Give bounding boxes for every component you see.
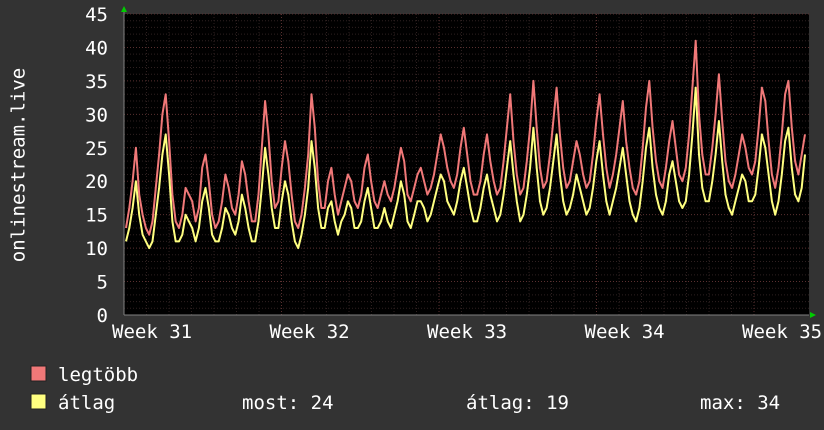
y-tick-label: 30 <box>85 104 108 126</box>
series-line-legtobb <box>125 39 806 236</box>
x-tick-labels: Week 31 Week 32 Week 33 Week 34 Week 35 <box>112 321 822 343</box>
y-tick-label: 40 <box>85 37 108 59</box>
stat-most: most: 24 <box>242 392 334 414</box>
x-tick-label: Week 34 <box>585 321 665 343</box>
legend-label-legtobb: legtöbb <box>58 364 138 386</box>
y-tick-label: 10 <box>85 238 108 260</box>
y-tick-label: 20 <box>85 171 108 193</box>
x-tick-label: Week 33 <box>427 321 507 343</box>
legend-label-atlag: átlag <box>58 392 115 414</box>
y-tick-label: 25 <box>85 138 108 160</box>
legend-swatch-legtobb <box>30 365 47 382</box>
y-tick-label: 15 <box>85 205 108 227</box>
x-tick-label: Week 32 <box>270 321 350 343</box>
y-axis-label: onlinestream.live <box>8 68 30 262</box>
stat-atlag: átlag: 19 <box>466 392 569 414</box>
y-tick-labels: 0 5 10 15 20 25 30 35 40 45 <box>85 4 108 327</box>
y-tick-label: 5 <box>97 272 108 294</box>
x-axis-arrow-icon <box>810 312 816 318</box>
plot-area <box>124 14 809 315</box>
y-tick-label: 35 <box>85 71 108 93</box>
x-tick-label: Week 35 <box>742 321 822 343</box>
y-axis-arrow-icon <box>121 6 127 12</box>
series-layer <box>125 39 806 250</box>
axes <box>121 6 816 318</box>
series-line-atlag <box>125 86 806 250</box>
y-tick-label: 0 <box>97 305 108 327</box>
x-tick-label: Week 31 <box>112 321 192 343</box>
stat-max: max: 34 <box>700 392 780 414</box>
y-tick-label: 45 <box>85 4 108 26</box>
legend-swatch-atlag <box>30 393 47 410</box>
